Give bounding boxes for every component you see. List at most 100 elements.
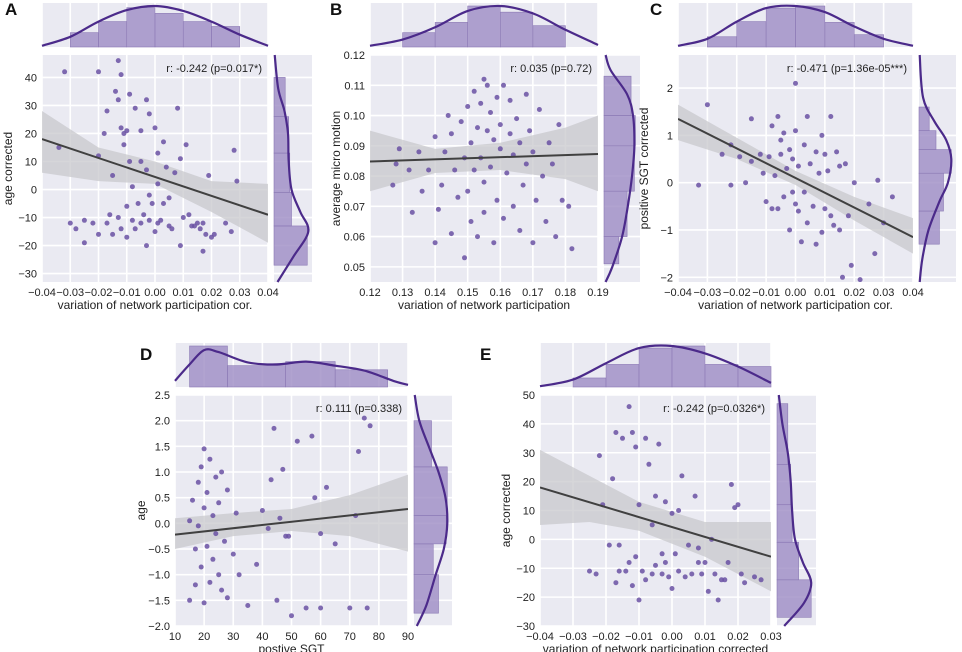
data-point [96, 231, 101, 237]
data-point [769, 206, 775, 212]
regression-line [678, 117, 913, 238]
data-point [593, 571, 599, 577]
data-point [426, 167, 432, 173]
side-kde-curve [777, 394, 813, 627]
top-hist-bar [765, 7, 796, 48]
top-hist-bar [638, 347, 673, 388]
data-point [177, 156, 183, 162]
side-hist-bar [918, 106, 930, 131]
data-point [465, 104, 471, 109]
regression-line [42, 138, 268, 216]
data-point [757, 151, 763, 157]
data-point [455, 194, 461, 200]
data-point [553, 234, 559, 240]
data-point [616, 542, 622, 548]
side-hist-bar [603, 115, 636, 147]
data-point [448, 131, 454, 137]
data-point [361, 415, 367, 421]
data-point [475, 125, 480, 131]
data-point [144, 97, 149, 103]
data-point [166, 195, 172, 201]
data-point [81, 240, 87, 246]
top-kde-curve [369, 4, 599, 47]
data-point [813, 149, 819, 155]
confidence-band [678, 104, 913, 254]
y-tick-label: −1.0 [148, 570, 170, 582]
y-tick-label: −0.5 [148, 544, 170, 556]
regression-line [540, 486, 771, 558]
x-tick-label: 0.02 [201, 287, 222, 299]
data-point [135, 201, 141, 206]
x-tick-label: 0.17 [522, 287, 543, 299]
data-point [825, 168, 831, 174]
data-point [728, 482, 734, 487]
data-point [810, 203, 816, 209]
data-point [778, 151, 784, 157]
top-hist-bar [467, 5, 501, 48]
data-point [866, 201, 872, 207]
data-point [559, 197, 565, 203]
top-hist-bar [737, 366, 772, 388]
data-point [491, 240, 497, 246]
top-hist-bar [285, 361, 336, 388]
side-kde-curve [918, 54, 953, 283]
data-point [390, 182, 396, 188]
y-tick-label: 0.09 [344, 141, 365, 153]
data-point [367, 423, 373, 429]
data-point [110, 173, 116, 178]
data-point [696, 182, 702, 188]
data-point [198, 464, 204, 470]
correlation-annotation: r: 0.111 (p=0.338) [316, 403, 402, 415]
data-point [481, 209, 487, 215]
data-point [104, 108, 110, 114]
data-point [662, 560, 668, 565]
data-point [259, 508, 265, 513]
data-point [210, 513, 216, 519]
data-point [510, 203, 516, 209]
side-hist-bar [776, 541, 799, 581]
y-tick-label: −1 [660, 225, 673, 237]
data-point [224, 595, 230, 601]
data-point [216, 572, 222, 578]
data-point [793, 128, 798, 134]
data-point [659, 551, 665, 557]
data-point [309, 433, 315, 439]
data-point [62, 69, 68, 75]
correlation-annotation: r: -0.471 (p=1.36e-05***) [787, 63, 907, 75]
data-point [138, 128, 144, 134]
data-point [507, 97, 513, 103]
data-point [195, 479, 201, 485]
data-point [471, 88, 477, 94]
top-hist-bar [532, 25, 566, 48]
y-axis-label: age corrected [1, 132, 15, 205]
data-point [540, 173, 546, 179]
data-point [626, 404, 632, 410]
data-point [514, 116, 520, 122]
data-point [629, 583, 635, 589]
side-hist-bar [918, 130, 937, 150]
data-point [187, 518, 193, 524]
data-point [219, 587, 225, 593]
data-point [452, 167, 458, 173]
data-point [201, 505, 207, 511]
data-point [124, 203, 130, 209]
data-point [201, 446, 207, 452]
data-point [704, 102, 710, 108]
y-tick-label: 2.0 [155, 416, 170, 428]
data-point [795, 208, 801, 214]
side-hist-bar [918, 172, 944, 212]
data-point [268, 477, 274, 483]
data-point [507, 131, 513, 137]
data-point [406, 167, 412, 173]
data-point [488, 110, 493, 115]
top-hist-bar [795, 5, 826, 48]
data-point [481, 76, 487, 82]
data-point [801, 189, 807, 195]
correlation-annotation: r: -0.242 (p=0.017*) [166, 63, 262, 75]
plot-content [678, 80, 913, 282]
data-point [875, 177, 881, 183]
x-tick-label: 0.03 [760, 631, 781, 643]
y-tick-label: 30 [25, 100, 37, 112]
x-tick-label: −0.04 [664, 287, 692, 299]
data-point [775, 114, 781, 119]
